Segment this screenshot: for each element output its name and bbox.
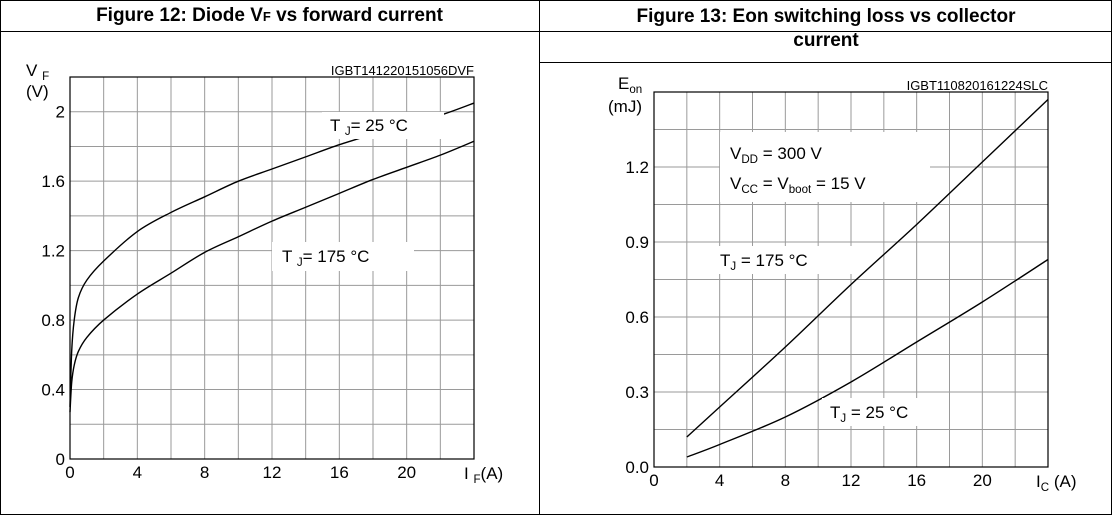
y-tick-label: 0.6 [625,308,649,327]
figure-code: IGBT110820161224SLC [907,78,1048,93]
figure12-title: Figure 12: Diode VF vs forward current [96,5,443,26]
y-tick-label: 1.2 [625,158,649,177]
y-axis-label: Eon [618,74,642,96]
x-tick-label: 16 [330,463,349,482]
x-tick-label: 20 [397,463,416,482]
plot-area-border [653,91,1049,468]
x-tick-label: 4 [715,471,724,490]
y-tick-label: 0.8 [41,311,65,330]
series-label-box [322,112,444,139]
x-axis-label: I F(A) [464,464,503,486]
figure13-title: Figure 13: Eon switching loss vs collect… [540,5,1112,53]
series-label-box [272,242,414,271]
y-tick-label: 0.3 [625,383,649,402]
x-tick-label: 8 [781,471,790,490]
series-label-2: T J= 175 °C [282,247,369,269]
figure12-title-subscript: F [262,9,271,24]
series-line-1 [686,98,1049,438]
title-rule-left [0,31,1112,32]
figure-divider [539,0,540,515]
plot-area-border [69,76,475,460]
y-axis-unit: (V) [26,82,49,101]
y-tick-label: 0 [56,450,65,469]
x-axis-label: IC (A) [1036,472,1076,494]
chart-figure12: 0 4 8 12 16 20 0 0.4 0.8 1.2 1.6 2 V F(V) I F(A) IGBT1… [26,61,503,486]
series-label-1: T J= 25 °C [330,116,408,138]
title-rule-right [539,62,1112,63]
y-tick-label: 2 [56,103,65,122]
y-axis-unit: (mJ) [608,97,642,116]
y-tick-label: 0.4 [41,381,65,400]
conditions-box [720,132,930,202]
y-tick-label: 0.0 [625,458,649,477]
condition-vcc: VCC = Vboot = 15 V [730,174,866,196]
y-tick-label: 0.9 [625,233,649,252]
y-tick-label: 1.2 [41,242,65,261]
figure13-title-line2: current [793,30,859,51]
series-line-2 [69,140,475,413]
series-label-2: TJ = 25 °C [830,403,908,425]
y-tick-label: 1.6 [41,172,65,191]
x-tick-label: 0 [649,471,658,490]
series-label-box [714,246,854,274]
figure-code: IGBT141220151056DVF [331,63,474,78]
x-tick-label: 12 [842,471,861,490]
y-axis-label: V F [26,61,49,83]
series-label-box [822,398,944,426]
x-tick-label: 20 [973,471,992,490]
chart-figure13: 0 4 8 12 16 20 0.0 0.3 0.6 0.9 1.2 Eon(mJ) IC (A) IGB… [608,74,1076,494]
x-tick-label: 12 [263,463,282,482]
x-tick-label: 8 [200,463,209,482]
series-label-1: TJ = 175 °C [720,251,808,273]
x-tick-label: 16 [907,471,926,490]
series-line-2 [686,258,1049,458]
x-tick-label: 0 [65,463,74,482]
figure13-title-line1: Figure 13: Eon switching loss vs collect… [636,6,1016,27]
x-tick-label: 4 [133,463,142,482]
condition-vdd: VDD = 300 V [730,144,822,166]
